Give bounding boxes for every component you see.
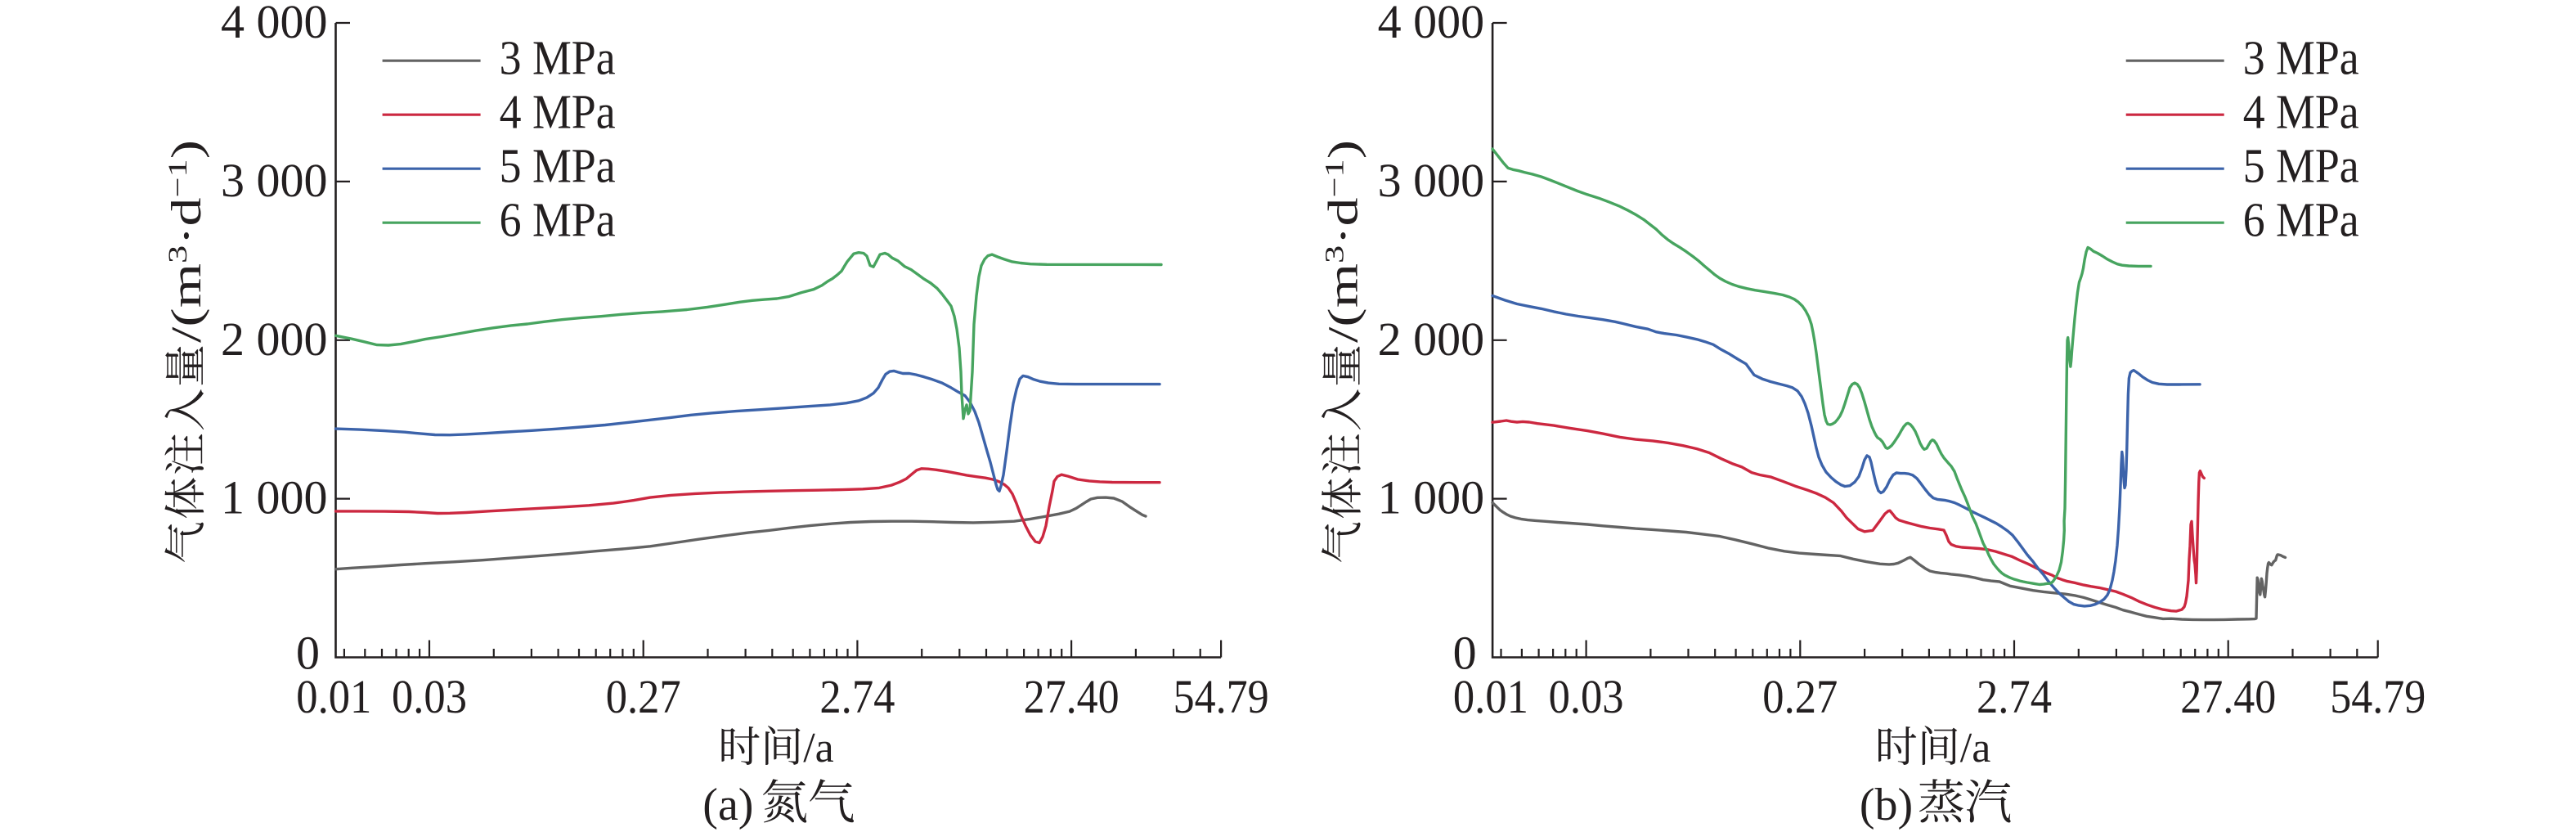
svg-text:0.27: 0.27 bbox=[606, 670, 681, 723]
svg-text:2 000: 2 000 bbox=[221, 313, 328, 366]
svg-text:0: 0 bbox=[296, 627, 320, 680]
svg-text:2.74: 2.74 bbox=[1977, 670, 2052, 723]
svg-text:5 MPa: 5 MPa bbox=[2243, 139, 2359, 193]
svg-text:0: 0 bbox=[1453, 627, 1477, 680]
svg-text:5 MPa: 5 MPa bbox=[500, 139, 616, 193]
svg-text:1 000: 1 000 bbox=[1378, 471, 1485, 524]
svg-text:4 000: 4 000 bbox=[221, 0, 328, 48]
svg-text:0.01: 0.01 bbox=[1453, 670, 1528, 723]
svg-text:(a): (a) bbox=[702, 780, 753, 830]
svg-text:0.03: 0.03 bbox=[1549, 670, 1624, 723]
svg-text:3 MPa: 3 MPa bbox=[2243, 31, 2359, 85]
svg-text:(b): (b) bbox=[1860, 780, 1913, 830]
svg-text:0.03: 0.03 bbox=[392, 670, 467, 723]
svg-text:2 000: 2 000 bbox=[1378, 313, 1485, 366]
svg-text:27.40: 27.40 bbox=[1024, 670, 1120, 723]
svg-text:27.40: 27.40 bbox=[2180, 670, 2276, 723]
svg-text:6 MPa: 6 MPa bbox=[2243, 193, 2359, 247]
svg-text:4 000: 4 000 bbox=[1378, 0, 1485, 48]
svg-text:3 MPa: 3 MPa bbox=[500, 31, 616, 85]
svg-text:0.01: 0.01 bbox=[296, 670, 371, 723]
svg-text:2.74: 2.74 bbox=[819, 670, 895, 723]
svg-text:3 000: 3 000 bbox=[221, 154, 328, 207]
svg-text:54.79: 54.79 bbox=[1174, 670, 1269, 723]
svg-text:1 000: 1 000 bbox=[221, 471, 328, 524]
svg-text:54.79: 54.79 bbox=[2330, 670, 2426, 723]
svg-text:/(m3·d−1): /(m3·d−1) bbox=[1321, 140, 1367, 343]
svg-text:4 MPa: 4 MPa bbox=[2243, 85, 2359, 139]
svg-text:4 MPa: 4 MPa bbox=[500, 85, 616, 139]
svg-text:3 000: 3 000 bbox=[1378, 154, 1485, 207]
svg-text:0.27: 0.27 bbox=[1762, 670, 1838, 723]
svg-text:/a: /a bbox=[1960, 725, 1991, 771]
svg-text:/(m3·d−1): /(m3·d−1) bbox=[164, 140, 210, 343]
svg-text:/a: /a bbox=[803, 725, 834, 771]
svg-text:6 MPa: 6 MPa bbox=[500, 193, 616, 247]
